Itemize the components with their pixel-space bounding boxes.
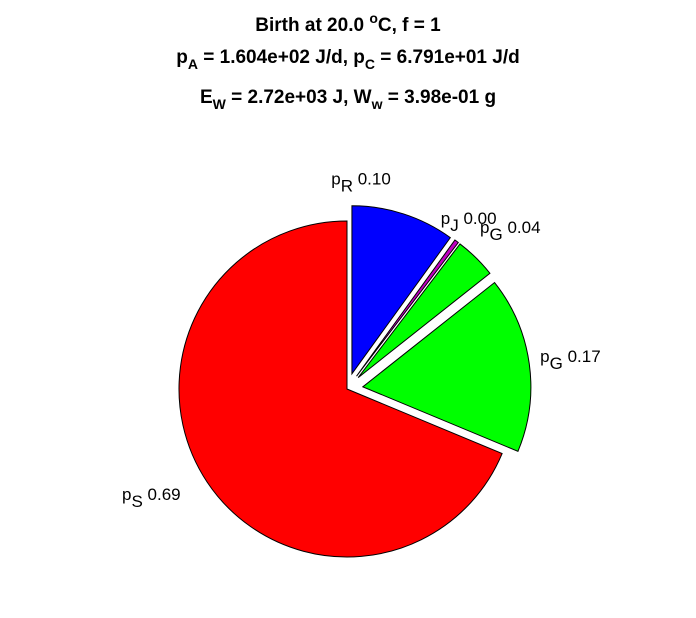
slice-label-pR-0: pR 0.10: [331, 169, 391, 195]
slice-label-pS-4: pS 0.69: [122, 485, 181, 511]
title-line-2: pA = 1.604e+02 J/d, pC = 6.791e+01 J/d: [176, 47, 519, 72]
pie-slice-pR-0: [351, 205, 452, 376]
title-line-1: Birth at 20.0 oC, f = 1: [255, 10, 441, 36]
pie-slice-pJ-1: [356, 239, 460, 377]
pie-slice-pG-2: [357, 243, 491, 378]
pie-slice-pG-3: [361, 281, 532, 452]
slice-label-pG-3: pG 0.17: [540, 347, 601, 373]
chart-title: Birth at 20.0 oC, f = 1 pA = 1.604e+02 J/…: [176, 10, 519, 112]
pie-slices: [178, 205, 532, 558]
slice-label-pJ-1: pJ 0.00: [441, 209, 497, 235]
pie-slice-pS-4: [178, 220, 503, 558]
slice-label-pG-2: pG 0.04: [480, 218, 541, 244]
title-line-3: EW = 2.72e+03 J, Ww = 3.98e-01 g: [200, 87, 496, 112]
